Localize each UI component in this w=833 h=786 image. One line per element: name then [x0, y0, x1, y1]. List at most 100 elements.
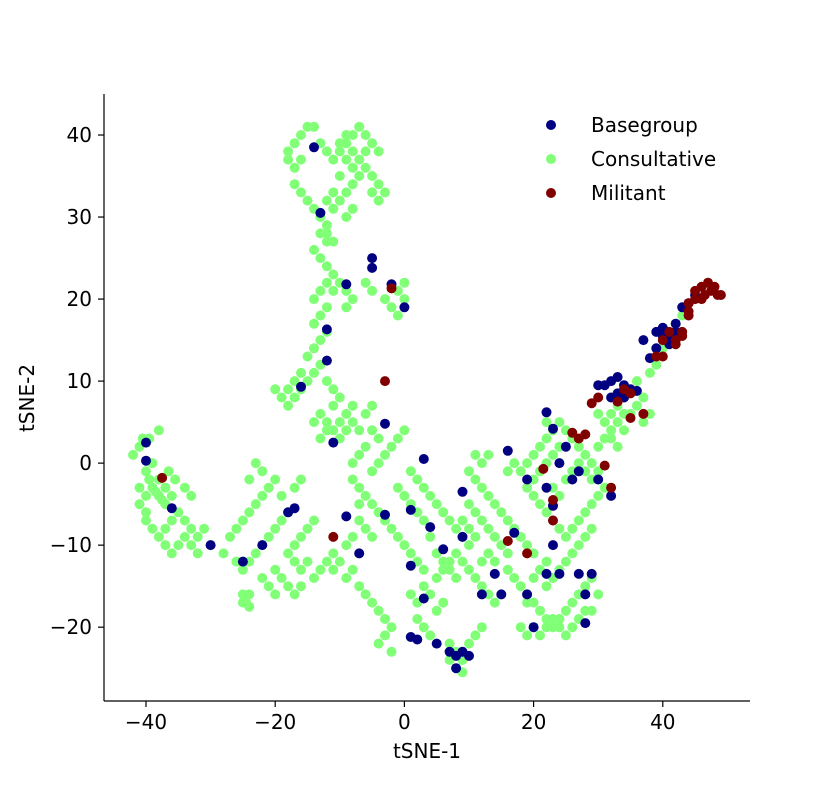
basegroup-point: [509, 527, 520, 538]
consultative-point: [315, 433, 326, 444]
consultative-point: [528, 573, 539, 583]
consultative-point: [309, 573, 319, 583]
consultative-point: [373, 605, 384, 616]
consultative-point: [606, 408, 617, 419]
consultative-point: [315, 228, 326, 239]
consultative-point: [457, 556, 468, 567]
consultative-point: [464, 638, 474, 649]
consultative-point: [593, 490, 604, 501]
consultative-point: [283, 154, 294, 165]
consultative-point: [619, 425, 629, 436]
consultative-point: [438, 597, 449, 608]
consultative-point: [451, 573, 462, 583]
consultative-point: [347, 564, 358, 575]
consultative-point: [309, 318, 319, 329]
basegroup-point: [315, 207, 326, 218]
consultative-point: [257, 573, 268, 583]
consultative-point: [315, 564, 326, 575]
consultative-point: [321, 261, 332, 272]
x-axis-label: tSNE-1: [393, 739, 461, 763]
consultative-point: [244, 474, 255, 485]
consultative-point: [367, 400, 378, 411]
consultative-point: [270, 589, 281, 600]
basegroup-point: [166, 503, 177, 514]
basegroup-point: [670, 318, 681, 329]
consultative-point: [166, 548, 177, 559]
basegroup-point: [522, 474, 533, 485]
consultative-point: [328, 285, 339, 296]
consultative-point: [644, 367, 655, 378]
basegroup-point: [554, 458, 565, 469]
consultative-point: [270, 523, 281, 534]
consultative-point: [425, 630, 436, 641]
consultative-point: [535, 441, 545, 452]
consultative-point: [296, 564, 306, 575]
militant-point: [580, 429, 591, 440]
consultative-point: [321, 195, 332, 206]
consultative-point: [354, 515, 365, 526]
consultative-point: [321, 425, 332, 436]
y-tick-label: 40: [67, 123, 92, 147]
consultative-point: [186, 490, 197, 501]
militant-point: [606, 482, 617, 493]
consultative-point: [470, 630, 481, 641]
consultative-point: [567, 597, 578, 608]
consultative-point: [334, 392, 345, 403]
consultative-point: [399, 540, 410, 551]
basegroup-point: [651, 326, 662, 337]
consultative-point: [438, 564, 449, 575]
basegroup-point: [573, 568, 584, 579]
consultative-point: [567, 523, 578, 534]
consultative-point: [489, 531, 500, 542]
consultative-point: [257, 466, 268, 477]
consultative-point: [283, 384, 294, 395]
consultative-point: [144, 474, 155, 485]
consultative-point: [470, 449, 481, 460]
consultative-point: [347, 162, 358, 173]
consultative-point: [296, 187, 306, 198]
consultative-point: [289, 179, 300, 190]
consultative-point: [431, 573, 442, 583]
consultative-point: [373, 433, 384, 444]
consultative-point: [367, 425, 378, 436]
consultative-point: [289, 589, 300, 600]
consultative-point: [541, 433, 552, 444]
consultative-point: [160, 523, 171, 534]
consultative-point: [483, 523, 494, 534]
consultative-point: [464, 523, 474, 534]
consultative-point: [218, 548, 229, 559]
consultative-point: [270, 474, 281, 485]
consultative-point: [147, 523, 158, 534]
consultative-point: [276, 490, 287, 501]
basegroup-point: [541, 568, 552, 579]
basegroup-point: [612, 372, 623, 382]
consultative-point: [141, 507, 151, 518]
basegroup-point: [399, 302, 410, 313]
consultative-point: [354, 171, 365, 181]
consultative-point: [586, 458, 597, 469]
y-tick-label: 30: [67, 205, 92, 229]
basegroup-point: [405, 504, 416, 515]
consultative-point: [638, 392, 649, 403]
basegroup-point: [205, 540, 216, 551]
basegroup-point: [464, 650, 474, 661]
consultative-point: [451, 548, 462, 559]
consultative-point: [586, 523, 597, 534]
basegroup-point: [309, 142, 319, 153]
consultative-point: [231, 523, 242, 534]
consultative-point: [276, 515, 287, 526]
militant-point: [593, 392, 604, 403]
consultative-point: [328, 187, 339, 198]
legend-label-basegroup: Basegroup: [591, 113, 698, 137]
basegroup-point: [296, 381, 306, 392]
consultative-point: [405, 466, 416, 477]
consultative-point: [548, 614, 558, 624]
consultative-point: [321, 220, 332, 231]
consultative-point: [457, 515, 468, 526]
consultative-point: [418, 482, 429, 493]
consultative-point: [496, 507, 507, 518]
consultative-point: [476, 458, 487, 469]
x-tick-label: 40: [650, 710, 675, 734]
consultative-point: [470, 573, 481, 583]
basegroup-point: [289, 503, 300, 514]
